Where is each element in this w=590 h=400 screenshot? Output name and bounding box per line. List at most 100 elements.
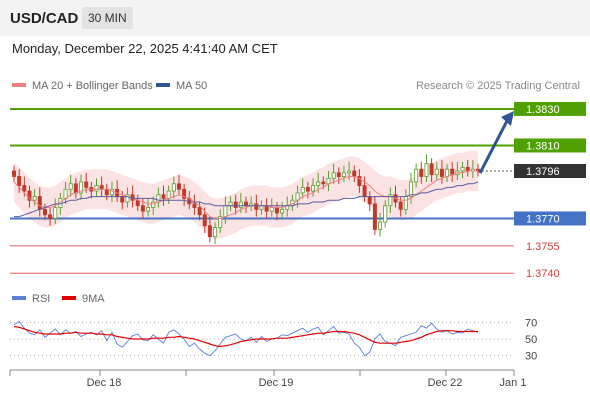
legend-rsi: RSI (12, 293, 50, 305)
level-tag-1.3770 (514, 211, 586, 226)
level-label-1.3810: 1.3810 (526, 140, 560, 152)
bollinger-band-area (14, 150, 478, 239)
candle-body (218, 216, 223, 228)
projection-arrow-head (501, 110, 514, 126)
level-label-1.3755: 1.3755 (526, 241, 560, 253)
candle-body (367, 196, 372, 205)
candle-body (403, 196, 408, 210)
candle-body (140, 205, 145, 212)
timestamp: Monday, December 22, 2025 4:41:40 AM CET (12, 41, 278, 56)
candle-body (125, 194, 130, 203)
candle-body (182, 188, 187, 199)
symbol-title: USD/CAD (10, 10, 79, 27)
time-tick-label: Dec 18 (87, 377, 122, 389)
candle-body (228, 201, 233, 207)
time-tick-label: Jan 1 (500, 377, 527, 389)
candle-body (99, 185, 104, 190)
candle-body (372, 203, 377, 230)
time-tick-label: Dec 19 (259, 377, 294, 389)
candle-body (202, 214, 207, 227)
ma20-line (13, 170, 478, 219)
candle-body (434, 168, 439, 176)
rsi-tick-50: 50 (525, 334, 537, 346)
candle-body (269, 207, 274, 212)
candle-body (331, 172, 336, 179)
copyright: Research © 2025 Trading Central (415, 80, 580, 92)
rsi-tick-30: 30 (525, 351, 537, 363)
candle-body (171, 183, 176, 192)
candle-body (259, 205, 264, 210)
candle-body (84, 181, 89, 188)
candle-body (419, 168, 424, 177)
candle-body (341, 172, 346, 177)
last-price-label: 1.3796 (526, 166, 560, 178)
candle-body (408, 181, 413, 197)
candle-body (311, 185, 316, 192)
candle-body (238, 201, 243, 208)
candle-body (243, 201, 248, 207)
candle-body (414, 168, 419, 183)
level-label-1.3830: 1.3830 (526, 104, 560, 116)
candle-body (213, 227, 218, 238)
candle-body (254, 203, 259, 210)
candle-body (233, 201, 238, 208)
candle-body (146, 207, 151, 212)
legend-ma50-label: MA 50 (176, 80, 208, 92)
candle-body (383, 205, 388, 223)
rsi-swatch (12, 296, 26, 301)
candle-body (42, 208, 47, 216)
level-tag-1.3830 (514, 101, 586, 116)
candle-body (37, 196, 42, 210)
candle-body (161, 194, 166, 199)
candle-body (22, 185, 27, 192)
candle-body (321, 181, 326, 185)
candle-body (424, 163, 429, 177)
candle-body (465, 166, 470, 172)
legend-bollinger: MA 20 + Bollinger Bands (12, 80, 153, 92)
legend-ma50: MA 50 (156, 80, 207, 92)
candle-body (192, 203, 197, 208)
time-tick-label: Dec 22 (428, 377, 463, 389)
candle-body (378, 221, 383, 230)
candle-body (120, 196, 125, 203)
legend-9ma: 9MA (62, 293, 105, 305)
candle-body (274, 207, 279, 214)
candle-body (17, 176, 22, 187)
candle-body (280, 208, 285, 214)
candle-body (398, 201, 403, 210)
bollinger-swatch (12, 83, 26, 88)
candle-body (316, 181, 321, 187)
candle-body (305, 187, 310, 192)
legend-9ma-label: 9MA (82, 293, 105, 305)
timeframe-button[interactable]: 30 MIN (82, 7, 133, 29)
candle-body (207, 225, 212, 238)
candle-body (388, 194, 393, 207)
rsi-tick-70: 70 (525, 317, 537, 329)
projection-arrow-line (478, 120, 509, 174)
candle-body (176, 183, 181, 190)
candle-body (32, 196, 37, 201)
ma50-line (14, 181, 479, 218)
candle-body (156, 194, 161, 203)
candle-body (362, 185, 367, 197)
candle-body (336, 172, 341, 177)
candle-body (53, 207, 58, 219)
candle-body (439, 168, 444, 177)
candle-body (352, 170, 357, 177)
legend-rsi-label: RSI (32, 293, 51, 305)
last-price-tag (514, 164, 586, 179)
candle-body (151, 201, 156, 208)
candle-body (48, 214, 53, 219)
candle-body (27, 190, 32, 201)
candle-body (166, 190, 171, 199)
candle-body (429, 163, 434, 176)
level-label-1.3770: 1.3770 (526, 213, 560, 225)
candle-body (68, 183, 73, 190)
level-label-1.3740: 1.3740 (526, 268, 560, 280)
candle-body (11, 170, 16, 177)
candle-body (73, 183, 78, 194)
candle-body (347, 170, 352, 174)
candle-body (223, 205, 228, 218)
chart-header: USD/CAD 30 MIN (0, 0, 590, 36)
